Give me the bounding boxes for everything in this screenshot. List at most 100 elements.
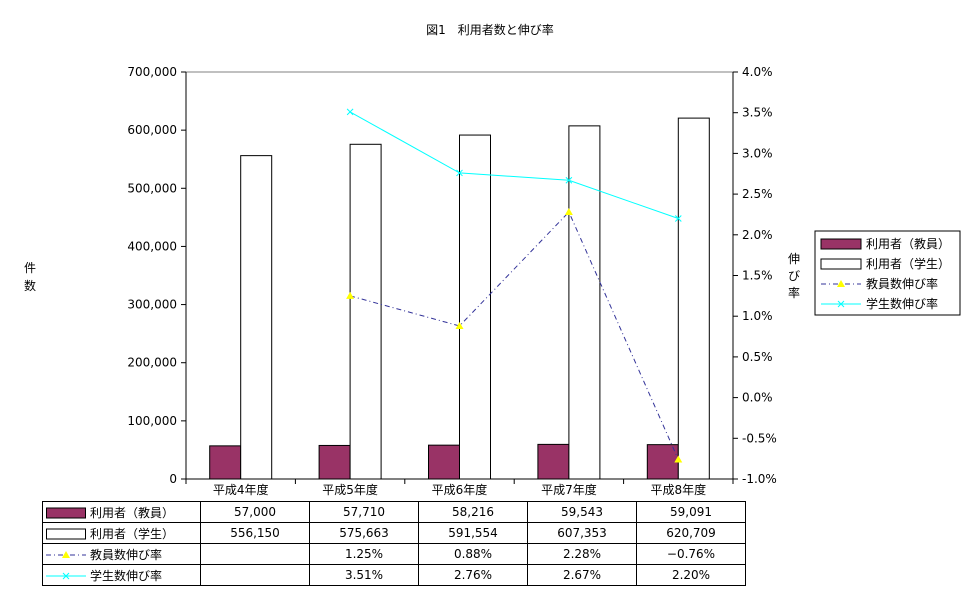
- bar-student: [568, 125, 601, 480]
- bar-teacher: [428, 444, 460, 480]
- x-tick-label: 平成5年度: [322, 482, 378, 497]
- table-row: 教員数伸び率 1.25% 0.88% 2.28% −0.76%: [42, 543, 746, 565]
- y-left-tick-label: 100,000: [127, 414, 177, 428]
- bar-teacher: [318, 444, 351, 480]
- table-cell: [200, 564, 310, 586]
- y-axis-right-label-char: び: [788, 269, 800, 283]
- table-row-label-text: 学生数伸び率: [90, 568, 163, 583]
- teacher-growth-line: [349, 211, 679, 460]
- table-cell: 591,554: [418, 522, 528, 544]
- table-key-swatch: [46, 528, 86, 540]
- y-left-tick-label: 200,000: [127, 356, 177, 370]
- table-key-icon: [46, 572, 86, 580]
- table-cell: 57,710: [309, 501, 419, 523]
- table-key-marker: [62, 572, 70, 580]
- data-table: 利用者（教員） 57,000 57,710 58,216 59,543 59,091 利用者…: [42, 501, 746, 586]
- x-tick-label: 平成6年度: [432, 482, 488, 497]
- y-axis-right-label-char: 伸: [788, 252, 800, 266]
- table-cell: 0.88%: [418, 543, 528, 565]
- legend-label: 利用者（教員）: [866, 236, 950, 251]
- legend-item: 利用者（教員）: [820, 236, 950, 251]
- legend-marker: [837, 300, 845, 308]
- legend-label: 学生数伸び率: [866, 296, 938, 311]
- table-row-label: 利用者（教員）: [42, 501, 201, 523]
- x-tick-label: 平成8年度: [650, 482, 706, 497]
- legend-box: [814, 230, 961, 316]
- teacher-growth-point: [455, 321, 464, 329]
- table-row: 学生数伸び率 3.51% 2.76% 2.67% 2.20%: [42, 564, 746, 586]
- legend-label: 利用者（学生）: [866, 256, 950, 271]
- table-key-marker: [62, 551, 70, 558]
- legend-label: 教員数伸び率: [866, 276, 938, 291]
- y-axis-right-label: 伸び率: [788, 252, 800, 300]
- legend-swatch: [820, 238, 862, 250]
- legend-item: 教員数伸び率: [821, 276, 938, 291]
- y-right-tick-label: -1.0%: [742, 472, 777, 486]
- table-cell: 59,543: [527, 501, 637, 523]
- y-left-tick-label: 600,000: [127, 123, 177, 137]
- table-key-icon: [46, 551, 86, 558]
- y-right-tick-label: 3.5%: [742, 106, 773, 120]
- table-cell: 575,663: [309, 522, 419, 544]
- bar-teacher: [537, 443, 570, 480]
- student-growth-point: [565, 176, 573, 184]
- table-cell: −0.76%: [636, 543, 746, 565]
- y-right-tick-label: 2.5%: [742, 187, 773, 201]
- bar-student: [677, 117, 710, 480]
- y-right-tick-label: 1.0%: [742, 309, 773, 323]
- table-row: 利用者（学生） 556,150 575,663 591,554 607,353 620,7…: [42, 522, 746, 544]
- legend-marker: [837, 280, 845, 287]
- legend-item: 学生数伸び率: [821, 296, 938, 311]
- table-key-icon: [46, 528, 86, 540]
- y-left-tick-label: 500,000: [127, 181, 177, 195]
- legend-swatch: [820, 258, 862, 270]
- y-axis-left-label-char: 件: [24, 261, 36, 275]
- table-cell: 59,091: [636, 501, 746, 523]
- y-right-tick-label: 1.5%: [742, 269, 773, 283]
- y-axis-left-label: 件数: [24, 261, 36, 293]
- y-left-tick-label: 700,000: [127, 65, 177, 79]
- table-key-icon: [46, 507, 86, 519]
- bar-teacher: [209, 445, 242, 480]
- y-axis-left-label-char: 数: [24, 278, 36, 293]
- bar-teacher: [646, 444, 679, 480]
- table-cell: 1.25%: [309, 543, 419, 565]
- table-cell: 57,000: [200, 501, 310, 523]
- student-growth-point: [456, 169, 463, 177]
- table-row-label-text: 教員数伸び率: [90, 547, 163, 562]
- table-cell: 2.20%: [636, 564, 746, 586]
- bar-student: [240, 155, 273, 480]
- y-right-tick-label: 4.0%: [742, 65, 773, 79]
- table-cell: 607,353: [527, 522, 637, 544]
- table-cell: 2.76%: [418, 564, 528, 586]
- bar-student: [459, 134, 491, 480]
- y-right-tick-label: 0.5%: [742, 350, 773, 364]
- y-left-tick-label: 0: [169, 472, 177, 486]
- y-right-tick-label: 2.0%: [742, 228, 773, 242]
- legend-item: 利用者（学生）: [820, 256, 950, 271]
- x-tick-label: 平成7年度: [541, 482, 597, 497]
- student-growth-point: [346, 108, 354, 116]
- table-cell: 556,150: [200, 522, 310, 544]
- y-left-tick-label: 300,000: [127, 298, 177, 312]
- bar-student: [349, 143, 382, 480]
- table-cell: 620,709: [636, 522, 746, 544]
- table-cell: 3.51%: [309, 564, 419, 586]
- y-left-tick-label: 400,000: [127, 239, 177, 253]
- table-row: 利用者（教員） 57,000 57,710 58,216 59,543 59,091: [42, 501, 746, 523]
- table-row-label: 教員数伸び率: [42, 543, 201, 565]
- table-row-label: 学生数伸び率: [42, 564, 201, 586]
- table-key-swatch: [46, 507, 86, 519]
- table-row-label-text: 利用者（学生）: [90, 526, 175, 541]
- table-cell: 2.28%: [527, 543, 637, 565]
- y-right-tick-label: 3.0%: [742, 146, 773, 160]
- table-row-label: 利用者（学生）: [42, 522, 201, 544]
- teacher-growth-point: [346, 291, 355, 299]
- table-cell: [200, 543, 310, 565]
- teacher-growth-point: [674, 455, 683, 463]
- student-growth-point: [674, 215, 682, 222]
- table-cell: 58,216: [418, 501, 528, 523]
- table-cell: 2.67%: [527, 564, 637, 586]
